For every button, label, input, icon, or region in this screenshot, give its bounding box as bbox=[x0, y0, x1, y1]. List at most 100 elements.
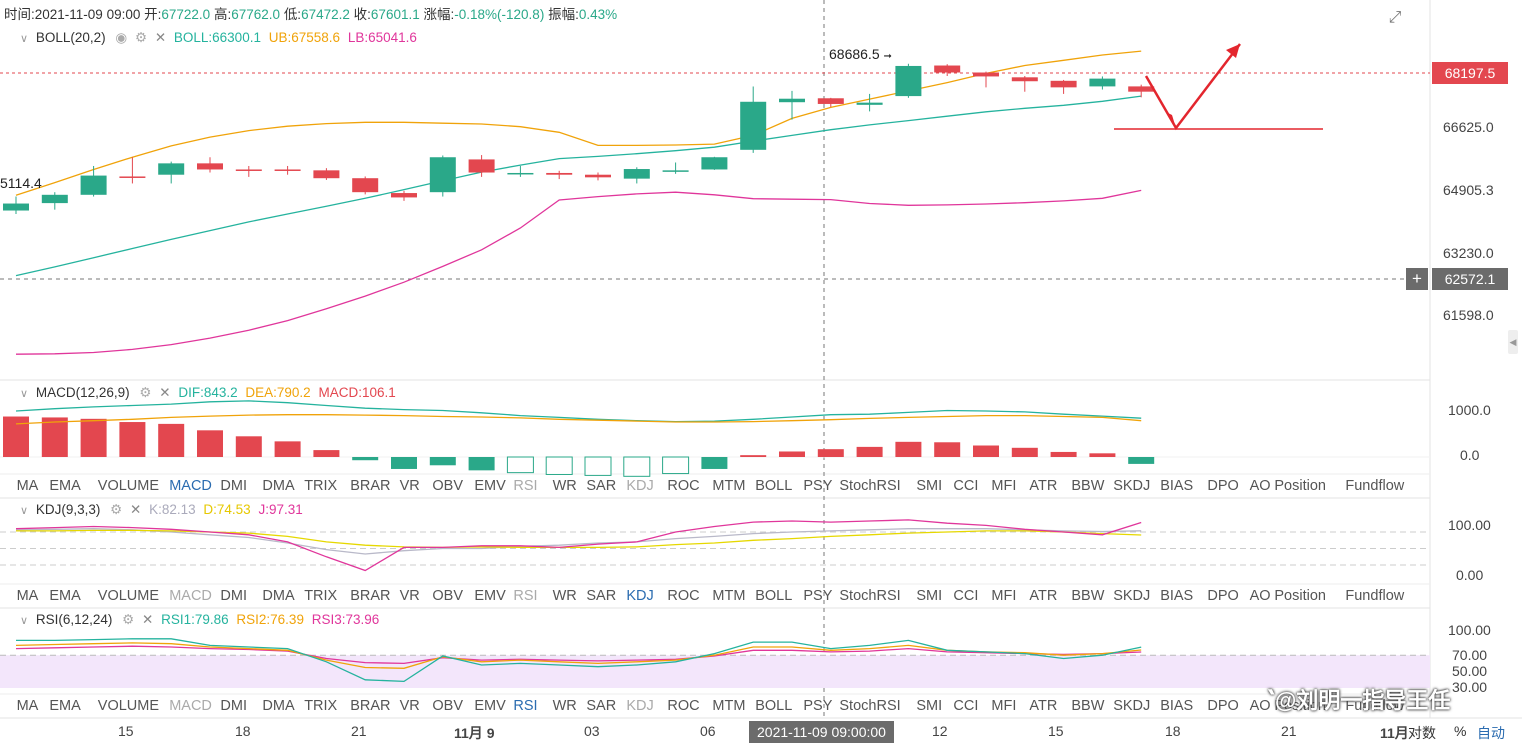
tab-rsi[interactable]: RSI bbox=[513, 698, 538, 714]
tab-vr[interactable]: VR bbox=[399, 478, 420, 494]
auto-scale-toggle[interactable]: 自动 bbox=[1477, 725, 1505, 741]
tab-boll[interactable]: BOLL bbox=[755, 478, 793, 494]
tab-brar[interactable]: BRAR bbox=[350, 588, 391, 604]
tab-bias[interactable]: BIAS bbox=[1160, 698, 1194, 714]
log-scale-toggle[interactable]: 对数 bbox=[1408, 725, 1436, 741]
tab-dmi[interactable]: DMI bbox=[220, 478, 247, 494]
tab-roc[interactable]: ROC bbox=[667, 588, 700, 604]
tab-obv[interactable]: OBV bbox=[432, 478, 464, 494]
tab-skdj[interactable]: SKDJ bbox=[1113, 478, 1151, 494]
tab-smi[interactable]: SMI bbox=[916, 478, 943, 494]
tab-wr[interactable]: WR bbox=[552, 478, 577, 494]
tab-dmi[interactable]: DMI bbox=[220, 698, 247, 714]
tab-position[interactable]: Position bbox=[1274, 588, 1326, 604]
tab-bias[interactable]: BIAS bbox=[1160, 478, 1194, 494]
tab-stochrsi[interactable]: StochRSI bbox=[839, 478, 901, 494]
tab-volume[interactable]: VOLUME bbox=[97, 478, 160, 494]
tab-dmi[interactable]: DMI bbox=[220, 588, 247, 604]
tab-bbw[interactable]: BBW bbox=[1071, 478, 1105, 494]
tab-brar[interactable]: BRAR bbox=[350, 478, 391, 494]
tab-ma[interactable]: MA bbox=[16, 588, 39, 604]
tab-psy[interactable]: PSY bbox=[803, 478, 833, 494]
tab-ma[interactable]: MA bbox=[16, 478, 39, 494]
tab-mtm[interactable]: MTM bbox=[712, 478, 746, 494]
tab-kdj[interactable]: KDJ bbox=[626, 698, 654, 714]
gear-icon[interactable]: ⚙ bbox=[134, 30, 148, 45]
tab-ema[interactable]: EMA bbox=[49, 478, 81, 494]
tab-kdj[interactable]: KDJ bbox=[626, 588, 654, 604]
tab-smi[interactable]: SMI bbox=[916, 588, 943, 604]
tab-position[interactable]: Position bbox=[1274, 478, 1326, 494]
tab-psy[interactable]: PSY bbox=[803, 588, 833, 604]
tab-obv[interactable]: OBV bbox=[432, 588, 464, 604]
tab-stochrsi[interactable]: StochRSI bbox=[839, 588, 901, 604]
tab-dpo[interactable]: DPO bbox=[1207, 478, 1239, 494]
tab-ao[interactable]: AO bbox=[1249, 698, 1271, 714]
tab-wr[interactable]: WR bbox=[552, 588, 577, 604]
tab-mfi[interactable]: MFI bbox=[991, 478, 1017, 494]
tab-sar[interactable]: SAR bbox=[586, 698, 617, 714]
tab-roc[interactable]: ROC bbox=[667, 478, 700, 494]
tab-sar[interactable]: SAR bbox=[586, 588, 617, 604]
tab-psy[interactable]: PSY bbox=[803, 698, 833, 714]
tab-rsi[interactable]: RSI bbox=[513, 588, 538, 604]
tab-atr[interactable]: ATR bbox=[1029, 588, 1058, 604]
close-icon[interactable]: ✕ bbox=[142, 612, 154, 627]
collapse-chevron-icon[interactable]: ∨ bbox=[20, 615, 29, 627]
tab-bias[interactable]: BIAS bbox=[1160, 588, 1194, 604]
tab-mfi[interactable]: MFI bbox=[991, 588, 1017, 604]
tab-rsi[interactable]: RSI bbox=[513, 478, 538, 494]
tab-mtm[interactable]: MTM bbox=[712, 588, 746, 604]
tab-ema[interactable]: EMA bbox=[49, 698, 81, 714]
tab-ao[interactable]: AO bbox=[1249, 588, 1271, 604]
tab-emv[interactable]: EMV bbox=[474, 698, 506, 714]
tab-roc[interactable]: ROC bbox=[667, 698, 700, 714]
tab-mtm[interactable]: MTM bbox=[712, 698, 746, 714]
tab-smi[interactable]: SMI bbox=[916, 698, 943, 714]
tab-macd[interactable]: MACD bbox=[169, 478, 212, 494]
percent-scale-toggle[interactable]: % bbox=[1454, 723, 1467, 739]
tab-dpo[interactable]: DPO bbox=[1207, 698, 1239, 714]
tab-boll[interactable]: BOLL bbox=[755, 588, 793, 604]
tab-cci[interactable]: CCI bbox=[953, 588, 979, 604]
collapse-chevron-icon[interactable]: ∨ bbox=[20, 388, 29, 400]
tab-fundflow[interactable]: Fundflow bbox=[1345, 588, 1405, 604]
tab-cci[interactable]: CCI bbox=[953, 698, 979, 714]
tab-macd[interactable]: MACD bbox=[169, 698, 212, 714]
tab-ema[interactable]: EMA bbox=[49, 588, 81, 604]
tab-trix[interactable]: TRIX bbox=[304, 698, 338, 714]
close-icon[interactable]: ✕ bbox=[154, 30, 167, 45]
tab-atr[interactable]: ATR bbox=[1029, 478, 1058, 494]
tab-bbw[interactable]: BBW bbox=[1071, 588, 1105, 604]
eye-icon[interactable]: ◉ bbox=[115, 30, 128, 45]
tab-vr[interactable]: VR bbox=[399, 588, 420, 604]
tab-bbw[interactable]: BBW bbox=[1071, 698, 1105, 714]
tab-macd[interactable]: MACD bbox=[169, 588, 212, 604]
side-panel-handle[interactable]: ◀ bbox=[1508, 330, 1518, 354]
gear-icon[interactable]: ⚙ bbox=[139, 385, 152, 400]
fullscreen-icon[interactable]: ⤢ bbox=[1388, 9, 1402, 26]
tab-kdj[interactable]: KDJ bbox=[626, 478, 654, 494]
tab-volume[interactable]: VOLUME bbox=[97, 588, 160, 604]
tab-dma[interactable]: DMA bbox=[262, 588, 295, 604]
tab-cci[interactable]: CCI bbox=[953, 478, 979, 494]
tab-dpo[interactable]: DPO bbox=[1207, 588, 1239, 604]
tab-ma[interactable]: MA bbox=[16, 698, 39, 714]
tab-ao[interactable]: AO bbox=[1249, 478, 1271, 494]
tab-position[interactable]: Position bbox=[1274, 698, 1326, 714]
gear-icon[interactable]: ⚙ bbox=[122, 612, 135, 627]
tab-emv[interactable]: EMV bbox=[474, 588, 506, 604]
tab-dma[interactable]: DMA bbox=[262, 698, 295, 714]
tab-stochrsi[interactable]: StochRSI bbox=[839, 698, 901, 714]
tab-trix[interactable]: TRIX bbox=[304, 478, 338, 494]
tab-brar[interactable]: BRAR bbox=[350, 698, 391, 714]
tab-obv[interactable]: OBV bbox=[432, 698, 464, 714]
tab-sar[interactable]: SAR bbox=[586, 478, 617, 494]
tab-skdj[interactable]: SKDJ bbox=[1113, 588, 1151, 604]
tab-trix[interactable]: TRIX bbox=[304, 588, 338, 604]
tab-boll[interactable]: BOLL bbox=[755, 698, 793, 714]
close-icon[interactable]: ✕ bbox=[130, 502, 142, 517]
tab-skdj[interactable]: SKDJ bbox=[1113, 698, 1151, 714]
collapse-chevron-icon[interactable]: ∨ bbox=[20, 33, 29, 45]
